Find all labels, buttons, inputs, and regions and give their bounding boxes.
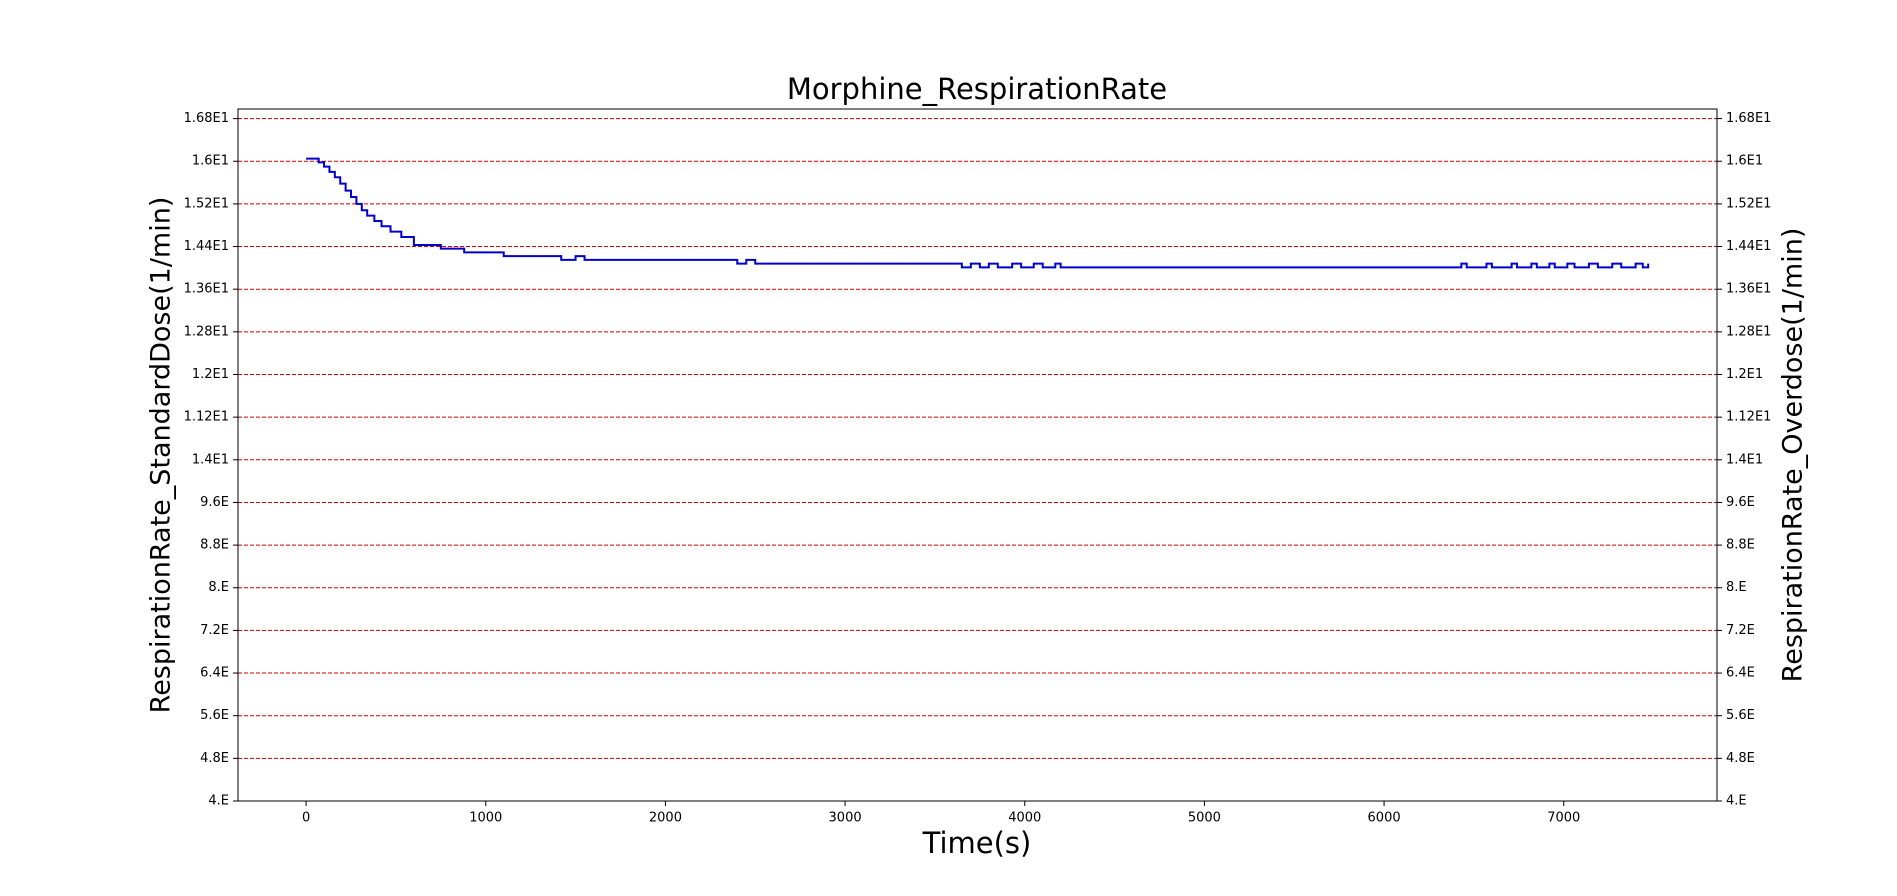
y2-tick-label: 1.12E1 [1726,410,1771,425]
chart-title: Morphine_RespirationRate [787,72,1167,106]
y-tick-label: 1.68E1 [184,111,229,126]
y2-tick-label: 1.44E1 [1726,239,1771,254]
x-tick-label: 3000 [829,811,862,826]
y2-tick-label: 1.4E1 [1726,452,1763,467]
y-tick-label: 1.52E1 [184,196,229,211]
y2-tick-label: 1.28E1 [1726,324,1771,339]
y2-tick-label: 1.52E1 [1726,196,1771,211]
y-tick-label: 7.2E [200,623,229,638]
y-tick-label: 1.28E1 [184,324,229,339]
y-tick-label: 1.36E1 [184,282,229,297]
y-axis-label: RespirationRate_StandardDose(1/min) [146,197,177,714]
y-tick-label: 4.8E [200,751,229,766]
y2-tick-label: 9.6E [1726,495,1755,510]
y-tick-label: 1.44E1 [184,239,229,254]
y-tick-label: 1.2E1 [192,367,229,382]
x-tick-label: 0 [302,811,310,826]
plot-frame [237,108,1718,802]
y-tick-label: 1.4E1 [192,452,229,467]
x-tick-label: 5000 [1188,811,1221,826]
y-tick-label: 8.8E [200,538,229,553]
y-tick-label: 1.6E1 [192,154,229,169]
y-tick-label: 4.E [208,794,229,809]
y-tick-label: 5.6E [200,708,229,723]
y2-tick-label: 1.36E1 [1726,282,1771,297]
y-tick-label: 8.E [208,580,229,595]
y2-tick-label: 8.8E [1726,538,1755,553]
y-tick-label: 6.4E [200,666,229,681]
y-tick-label: 1.12E1 [184,410,229,425]
y2-tick-label: 4.E [1726,794,1747,809]
y2-axis-label: RespirationRate_Overdose(1/min) [1778,228,1809,683]
x-tick-label: 1000 [469,811,502,826]
x-tick-label: 6000 [1368,811,1401,826]
y-tick-label: 9.6E [200,495,229,510]
y2-tick-label: 4.8E [1726,751,1755,766]
y2-tick-label: 8.E [1726,580,1747,595]
data-line [306,157,1650,269]
y2-tick-label: 7.2E [1726,623,1755,638]
x-tick-label: 7000 [1547,811,1580,826]
x-tick-label: 2000 [649,811,682,826]
y2-tick-label: 1.68E1 [1726,111,1771,126]
y2-tick-label: 1.6E1 [1726,154,1763,169]
x-axis-label: Time(s) [922,826,1032,860]
y2-tick-label: 6.4E [1726,666,1755,681]
y2-tick-label: 5.6E [1726,708,1755,723]
y2-tick-label: 1.2E1 [1726,367,1763,382]
x-tick-label: 4000 [1008,811,1041,826]
